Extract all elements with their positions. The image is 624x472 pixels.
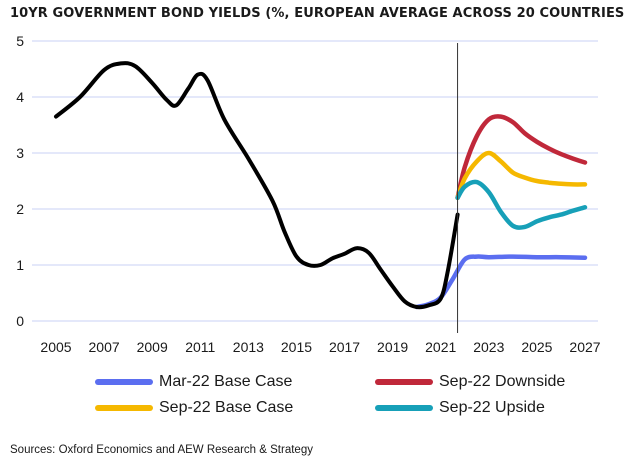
legend-swatch [95,379,153,385]
x-tick-label-2007: 2007 [89,339,120,355]
x-tick-label-2009: 2009 [137,339,168,355]
y-tick-label-0: 0 [16,313,24,329]
series-line-sep-22-base-case [455,150,588,201]
y-tick-label-5: 5 [16,33,24,49]
x-tick-label-2013: 2013 [233,339,264,355]
series-line-sep-22-downside [455,114,588,201]
x-tick-label-2023: 2023 [473,339,504,355]
series-line-historical [54,61,460,310]
y-tick-label-2: 2 [16,201,24,217]
x-tick-label-2027: 2027 [569,339,600,355]
series-lines [54,61,588,310]
legend-item-sep22-downside: Sep-22 Downside [375,373,565,391]
y-tick-label-3: 3 [16,145,24,161]
x-tick-label-2005: 2005 [40,339,71,355]
legend-label: Sep-22 Base Case [159,399,294,416]
legend-item-sep22-upside: Sep-22 Upside [375,399,545,417]
legend-label: Sep-22 Downside [439,373,566,390]
chart-legend: Mar-22 Base Case Sep-22 Downside Sep-22 … [0,368,624,428]
legend-swatch [95,405,153,411]
legend-item-mar22-base: Mar-22 Base Case [95,373,292,391]
gridlines [32,40,598,322]
x-tick-label-2015: 2015 [281,339,312,355]
legend-label: Mar-22 Base Case [159,373,293,390]
x-tick-label-2021: 2021 [425,339,456,355]
y-axis-ticks: 0 1 2 3 4 5 [16,33,24,329]
x-tick-label-2011: 2011 [185,339,215,355]
series-line-sep-22-upside [455,179,588,230]
y-tick-label-1: 1 [16,257,24,273]
x-tick-label-2025: 2025 [521,339,552,355]
x-tick-label-2019: 2019 [377,339,408,355]
legend-label: Sep-22 Upside [439,399,545,416]
y-tick-label-4: 4 [16,89,24,105]
x-axis-ticks: 2005 2007 2009 2011 2013 2015 2017 2019 2021 2023… [40,339,600,355]
legend-item-sep22-base: Sep-22 Base Case [95,399,293,417]
chart-title: 10YR GOVERNMENT BOND YIELDS (%, EUROPEAN… [10,6,624,21]
legend-swatch [375,405,433,411]
source-note: Sources: Oxford Economics and AEW Resear… [10,444,313,456]
x-tick-label-2017: 2017 [329,339,360,355]
legend-swatch [375,379,433,385]
